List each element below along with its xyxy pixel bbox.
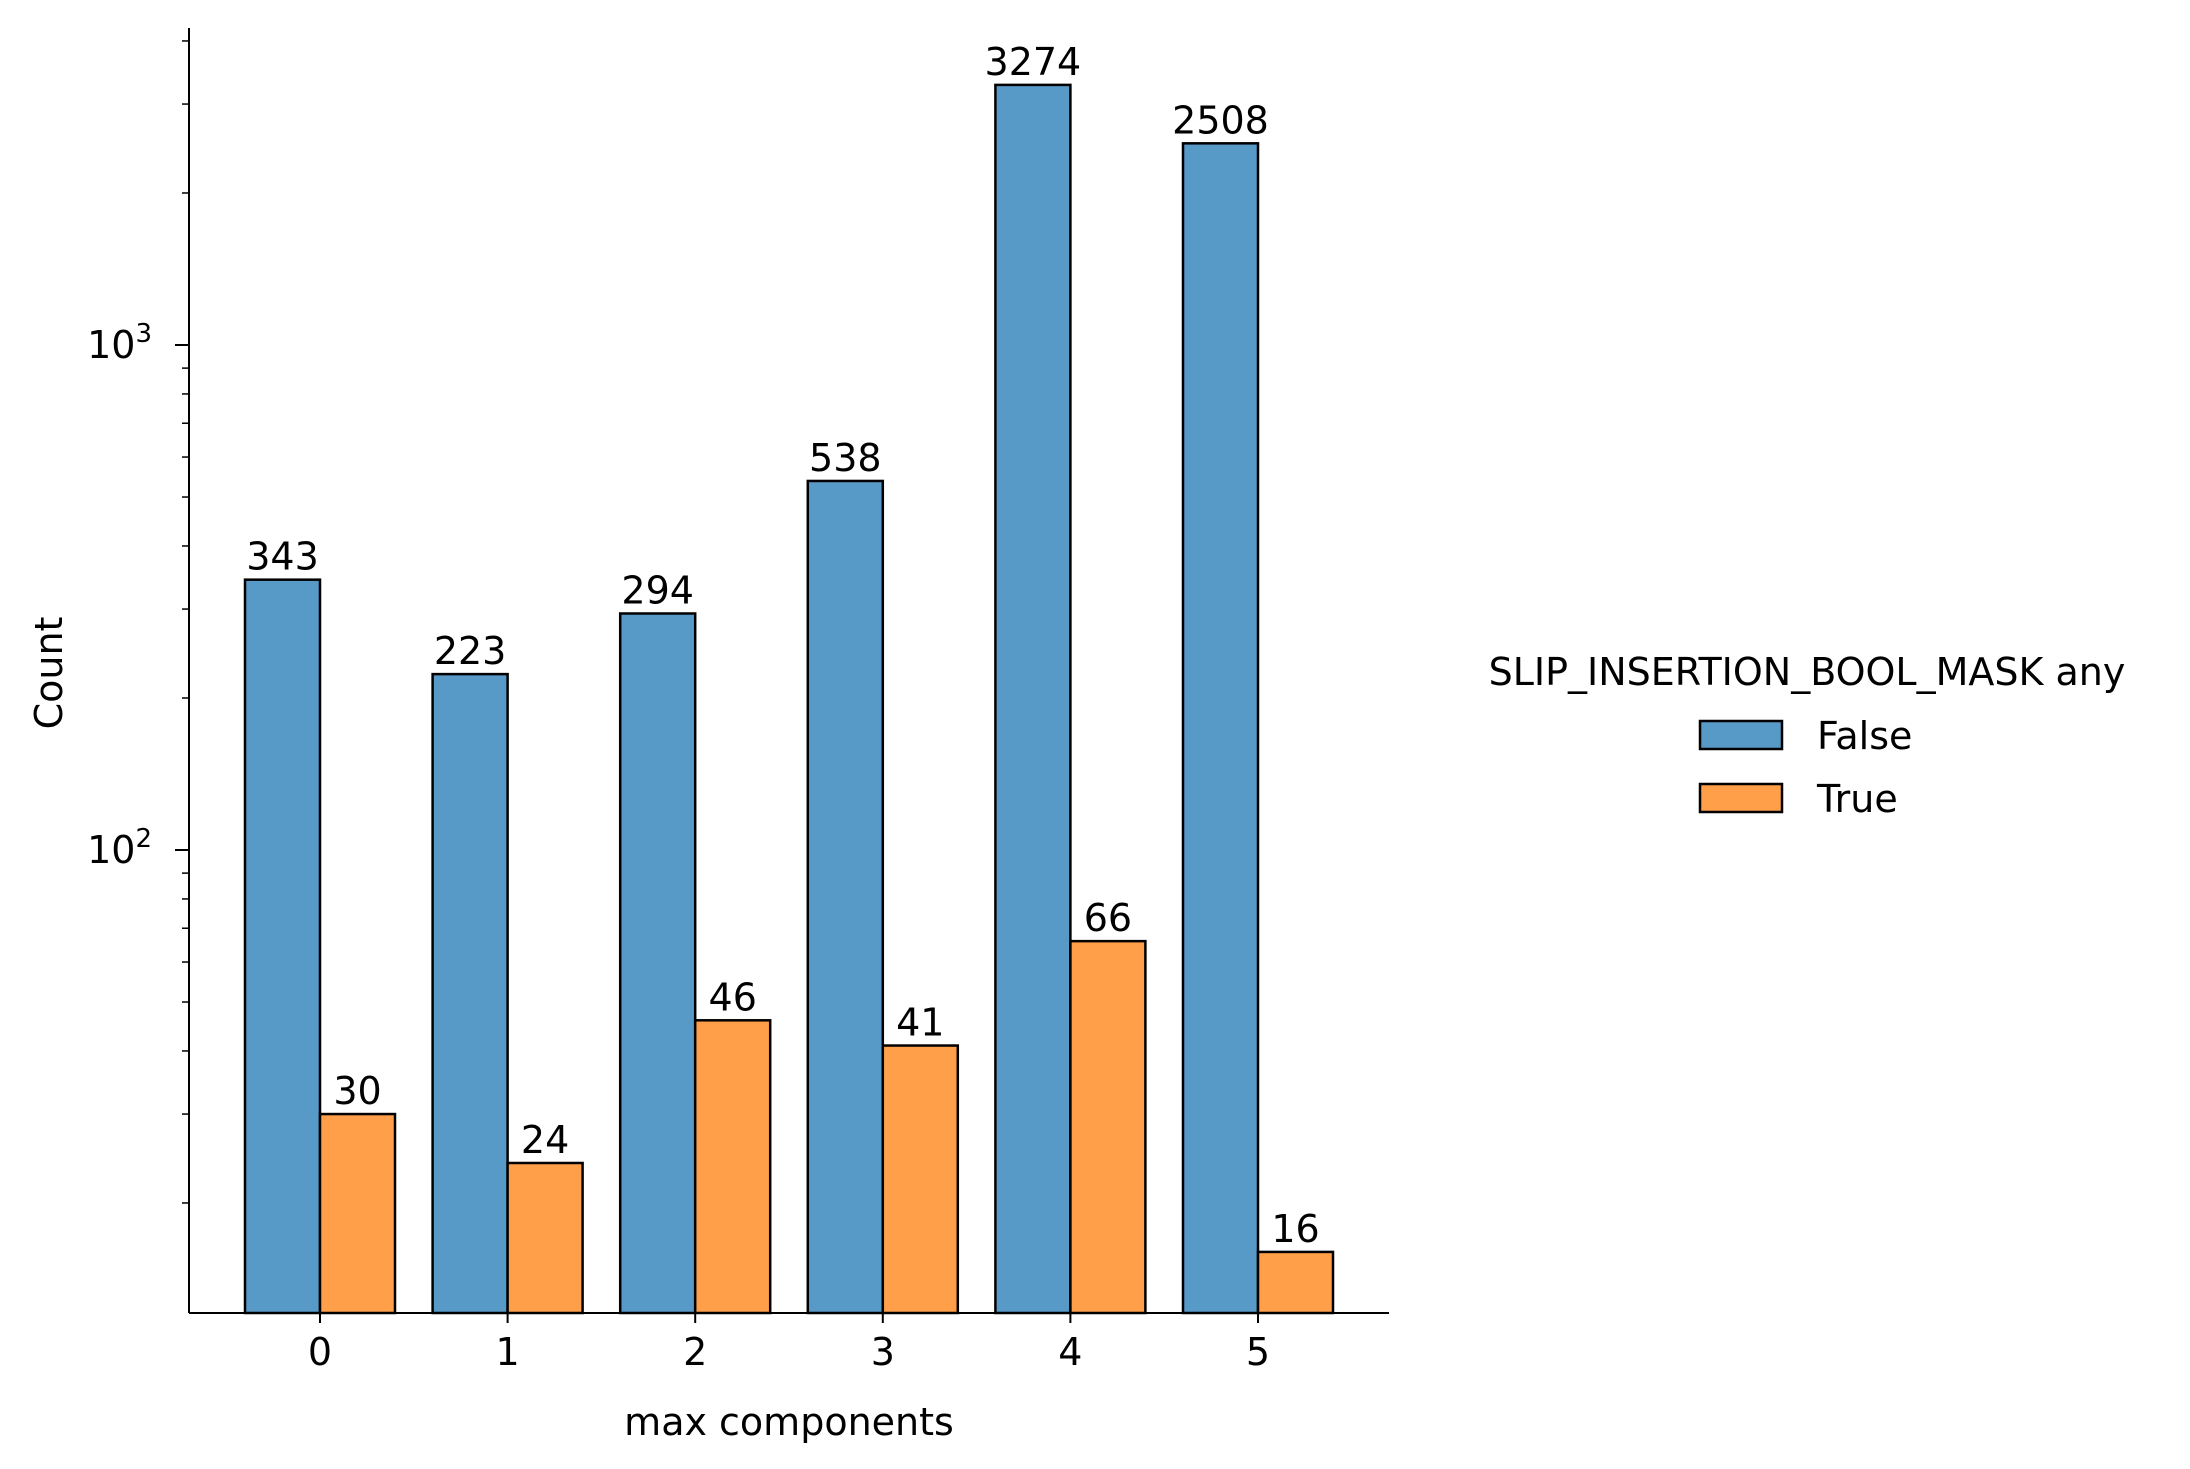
bar-true-3 xyxy=(881,1044,960,1315)
legend-label-false: False xyxy=(1817,714,1912,758)
bar-value-label: 24 xyxy=(521,1118,569,1162)
bar-false-1 xyxy=(431,672,509,1315)
x-tick-label: 1 xyxy=(496,1330,520,1374)
x-ticks: 0 1 2 3 4 5 xyxy=(308,1313,1270,1374)
bar-value-labels: 343 223 294 538 3274 2508 30 24 46 41 66 16 xyxy=(246,40,1319,1251)
bar-value-label: 16 xyxy=(1271,1207,1319,1251)
bar-false-2 xyxy=(618,612,697,1315)
y-tick-label: 103 xyxy=(87,319,152,367)
bar-false-3 xyxy=(806,479,885,1315)
bar-true-1 xyxy=(506,1161,584,1315)
x-tick-label: 4 xyxy=(1058,1330,1082,1374)
bar-false-4 xyxy=(994,83,1072,1315)
bars xyxy=(243,83,1335,1315)
x-tick-label: 0 xyxy=(308,1330,332,1374)
bar-value-label: 30 xyxy=(333,1069,381,1113)
bar-true-2 xyxy=(693,1019,772,1315)
bar-value-label: 294 xyxy=(621,568,694,612)
bar-true-5 xyxy=(1256,1250,1335,1315)
y-minor-ticks xyxy=(182,40,189,1204)
legend-title: SLIP_INSERTION_BOOL_MASK any xyxy=(1489,650,2126,694)
bar-value-label: 46 xyxy=(709,975,757,1019)
bar-false-5 xyxy=(1181,142,1260,1315)
y-axis-label: Count xyxy=(27,617,71,730)
legend: SLIP_INSERTION_BOOL_MASK any False True xyxy=(1489,650,2126,821)
x-tick-label: 5 xyxy=(1246,1330,1270,1374)
bar-value-label: 2508 xyxy=(1172,98,1269,142)
bar-value-label: 3274 xyxy=(985,40,1082,84)
x-axis-label: max components xyxy=(624,1400,954,1444)
bar-true-0 xyxy=(318,1112,397,1315)
bar-value-label: 343 xyxy=(246,535,319,579)
bar-value-label: 538 xyxy=(809,436,882,480)
legend-label-true: True xyxy=(1816,777,1898,821)
y-tick-label: 102 xyxy=(87,824,152,872)
bar-false-0 xyxy=(243,578,322,1315)
bar-true-4 xyxy=(1069,939,1147,1315)
bar-value-label: 66 xyxy=(1084,896,1132,940)
y-ticks: 102 103 xyxy=(87,319,189,872)
bar-value-label: 41 xyxy=(896,1001,944,1045)
legend-swatch-true xyxy=(1698,782,1784,814)
legend-swatch-false xyxy=(1698,719,1784,751)
x-tick-label: 3 xyxy=(871,1330,895,1374)
bar-value-label: 223 xyxy=(434,629,507,673)
x-tick-label: 2 xyxy=(683,1330,707,1374)
